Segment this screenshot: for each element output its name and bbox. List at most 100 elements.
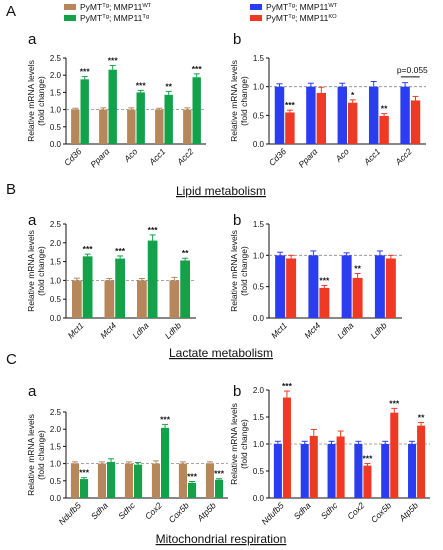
x-tick-label: Aco — [333, 146, 351, 164]
bar — [408, 444, 417, 498]
y-tick-label: 0.5 — [253, 283, 265, 292]
bar — [275, 255, 286, 318]
y-tick-label: 0.5 — [253, 467, 265, 476]
x-tick-label: Cd36 — [62, 146, 84, 168]
legend-left-label: PyMTTg; MMP11WT — [80, 2, 152, 12]
x-tick-label: Pparα — [88, 146, 112, 170]
significance-marker: ** — [165, 81, 172, 91]
bar — [282, 397, 291, 498]
bar — [180, 260, 190, 318]
bar — [107, 461, 116, 498]
x-tick-label: Pparα — [296, 146, 320, 170]
significance-marker: ** — [354, 264, 361, 274]
significance-marker: *** — [79, 468, 90, 478]
bar — [363, 465, 372, 498]
panel-label: a — [28, 31, 37, 48]
x-tick-label: Sdhc — [116, 500, 137, 521]
bar — [147, 240, 158, 318]
y-axis-label: Relative mRNA levels — [26, 414, 36, 496]
legend-right-swatch — [250, 15, 262, 21]
bar — [97, 463, 106, 498]
bar — [161, 427, 170, 498]
bar — [285, 112, 295, 144]
y-tick-label: 0.0 — [253, 494, 265, 503]
section-label: A — [6, 3, 16, 20]
bar — [374, 255, 385, 318]
bar — [417, 425, 426, 498]
x-tick-label: Ldha — [335, 320, 356, 341]
bar — [309, 435, 318, 498]
x-tick-label: Sdha — [89, 500, 110, 521]
y-axis-label: (fold change) — [239, 76, 249, 126]
y-tick-label: 2.5 — [50, 220, 62, 229]
bar — [151, 463, 160, 498]
bar — [72, 280, 82, 318]
bar — [300, 444, 309, 498]
section-title: Mitochondrial respiration — [156, 532, 287, 546]
bar — [192, 77, 201, 144]
x-tick-label: Acc1 — [146, 146, 167, 167]
x-tick-label: Cd36 — [267, 146, 289, 168]
x-tick-label: Ndufb5 — [56, 500, 83, 527]
x-tick-label: Cox5b — [369, 500, 394, 525]
bar — [368, 86, 379, 144]
significance-marker: *** — [214, 469, 225, 479]
y-axis-label: (fold change) — [239, 419, 249, 469]
panel-label: a — [28, 212, 37, 229]
x-tick-label: Atp5b — [194, 500, 218, 524]
y-axis-label: (fold change) — [36, 76, 46, 126]
bar — [273, 444, 282, 498]
legend-right-label: PyMTTg; MMP11WT — [266, 2, 338, 12]
bar — [183, 109, 192, 144]
bar — [286, 258, 297, 318]
bar — [108, 69, 117, 144]
y-tick-label: 1.5 — [253, 220, 265, 229]
y-tick-label: 0.0 — [253, 314, 265, 323]
bar — [134, 464, 143, 498]
x-tick-label: Acc2 — [393, 146, 414, 167]
significance-marker: *** — [282, 381, 293, 391]
y-tick-label: 0.0 — [50, 140, 62, 149]
y-tick-label: 2.0 — [253, 386, 265, 395]
legend-right-swatch — [250, 4, 262, 10]
x-tick-label: Cox5b — [166, 500, 191, 525]
section-label: C — [6, 351, 17, 368]
bar — [137, 280, 147, 318]
y-axis-label: (fold change) — [36, 246, 46, 296]
y-tick-label: 1.5 — [50, 442, 62, 451]
y-tick-label: 1.0 — [50, 460, 62, 469]
bar — [164, 94, 173, 144]
y-axis-label: (fold change) — [36, 430, 46, 480]
legend-right-label: PyMTTg; MMP11KO — [266, 13, 337, 23]
bar — [127, 109, 136, 144]
bar — [104, 280, 115, 318]
legend-left-swatch — [64, 4, 76, 10]
y-axis-label: Relative mRNA levels — [229, 230, 239, 312]
y-tick-label: 1.5 — [50, 258, 62, 267]
x-tick-label: Mct4 — [98, 320, 118, 340]
x-tick-label: Sdha — [292, 500, 313, 521]
section-label: B — [6, 181, 16, 198]
y-tick-label: 0.0 — [253, 140, 265, 149]
panel-label: a — [28, 383, 37, 400]
bar — [341, 255, 352, 318]
significance-marker: *** — [115, 246, 126, 256]
significance-marker: *** — [80, 67, 91, 77]
y-axis-label: Relative mRNA levels — [26, 230, 36, 312]
panel-label: b — [233, 383, 241, 400]
significance-marker: *** — [285, 100, 296, 110]
bar — [337, 86, 347, 144]
y-tick-label: 1.5 — [50, 88, 62, 97]
y-tick-label: 2.0 — [50, 425, 62, 434]
bar — [379, 115, 389, 144]
x-tick-label: Mct1 — [66, 320, 86, 340]
y-tick-label: 2.0 — [50, 239, 62, 248]
y-tick-label: 1.0 — [50, 276, 62, 285]
y-axis-label: Relative mRNA levels — [26, 60, 36, 142]
x-tick-label: Ldha — [130, 320, 151, 341]
bar — [385, 258, 396, 318]
